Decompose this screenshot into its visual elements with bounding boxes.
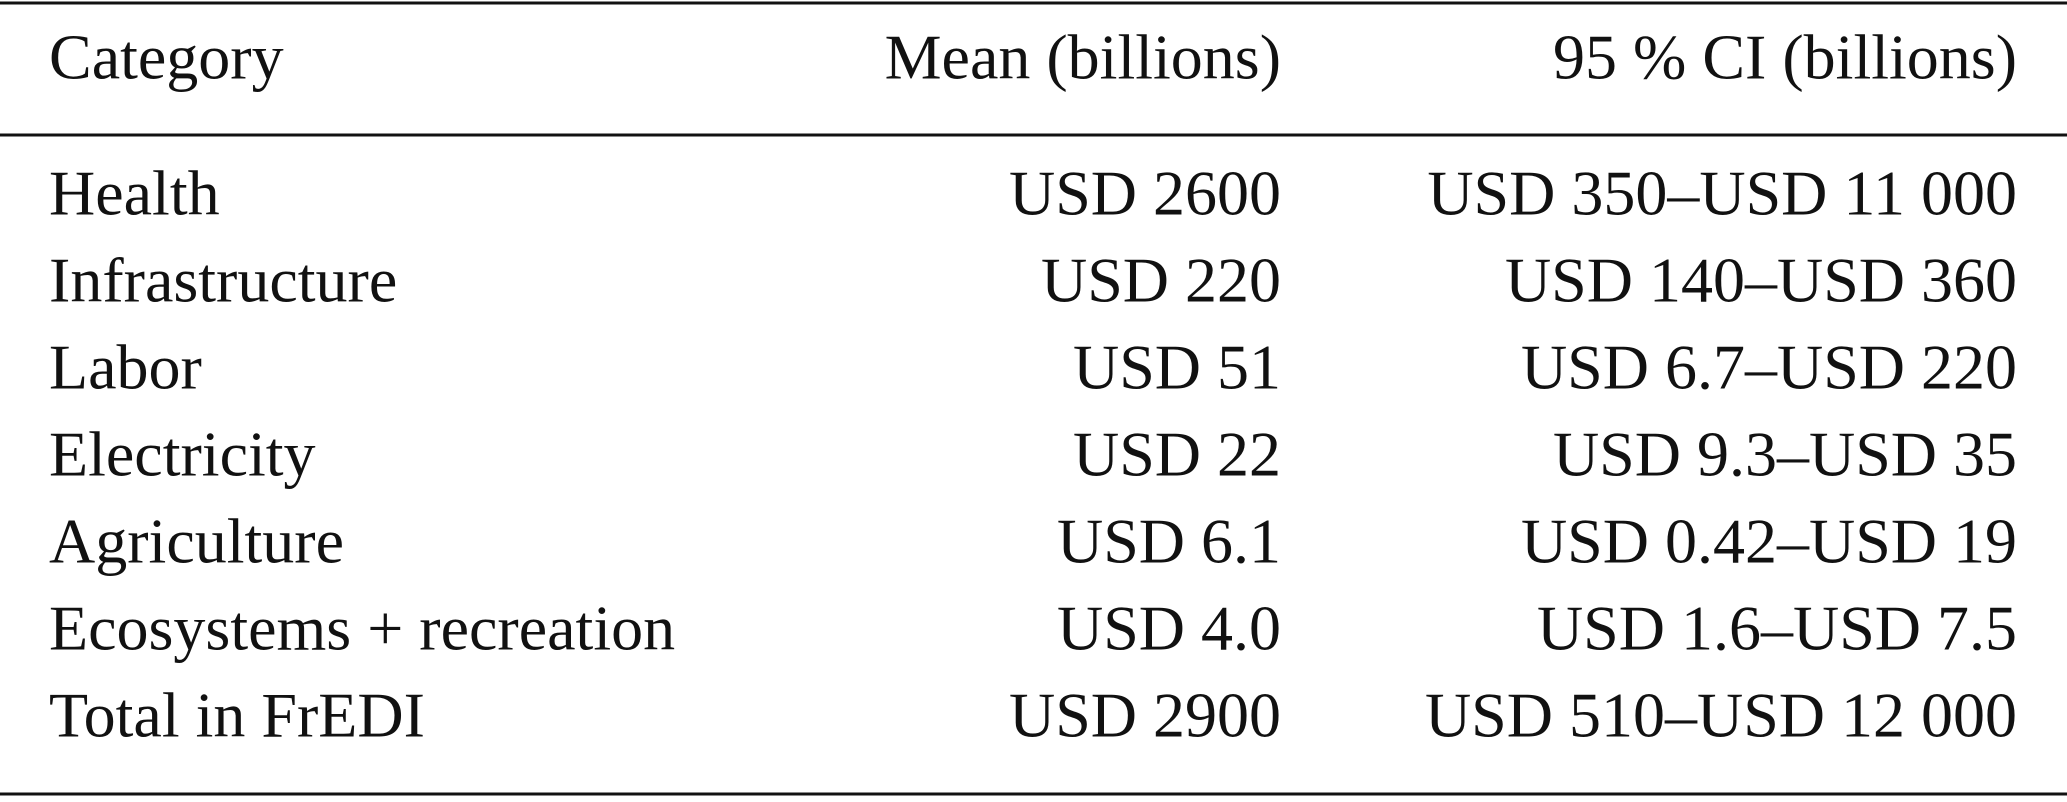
- cell: Agriculture: [49, 506, 344, 577]
- cell: USD 51: [1073, 332, 1281, 403]
- header-cell: Category: [49, 22, 284, 93]
- cell: Electricity: [49, 419, 316, 490]
- cell: USD 0.42–USD 19: [1521, 506, 2017, 577]
- cell: USD 510–USD 12 000: [1425, 680, 2017, 751]
- cell: USD 140–USD 360: [1505, 245, 2017, 316]
- cell: Ecosystems + recreation: [49, 593, 675, 664]
- cell: USD 22: [1073, 419, 1281, 490]
- cell: USD 220: [1041, 245, 1281, 316]
- cell: USD 4.0: [1057, 593, 1281, 664]
- cell: Infrastructure: [49, 245, 397, 316]
- cell: USD 2600: [1009, 158, 1281, 229]
- cell: USD 6.7–USD 220: [1521, 332, 2017, 403]
- cell: Total in FrEDI: [49, 680, 425, 751]
- cell: USD 2900: [1009, 680, 1281, 751]
- cell: Health: [49, 158, 220, 229]
- cell: USD 6.1: [1057, 506, 1281, 577]
- cell: USD 1.6–USD 7.5: [1537, 593, 2017, 664]
- cell: USD 350–USD 11 000: [1427, 158, 2017, 229]
- cell: Labor: [49, 332, 202, 403]
- header-cell: 95 % CI (billions): [1553, 22, 2017, 93]
- cell: USD 9.3–USD 35: [1553, 419, 2017, 490]
- header-cell: Mean (billions): [885, 22, 1281, 93]
